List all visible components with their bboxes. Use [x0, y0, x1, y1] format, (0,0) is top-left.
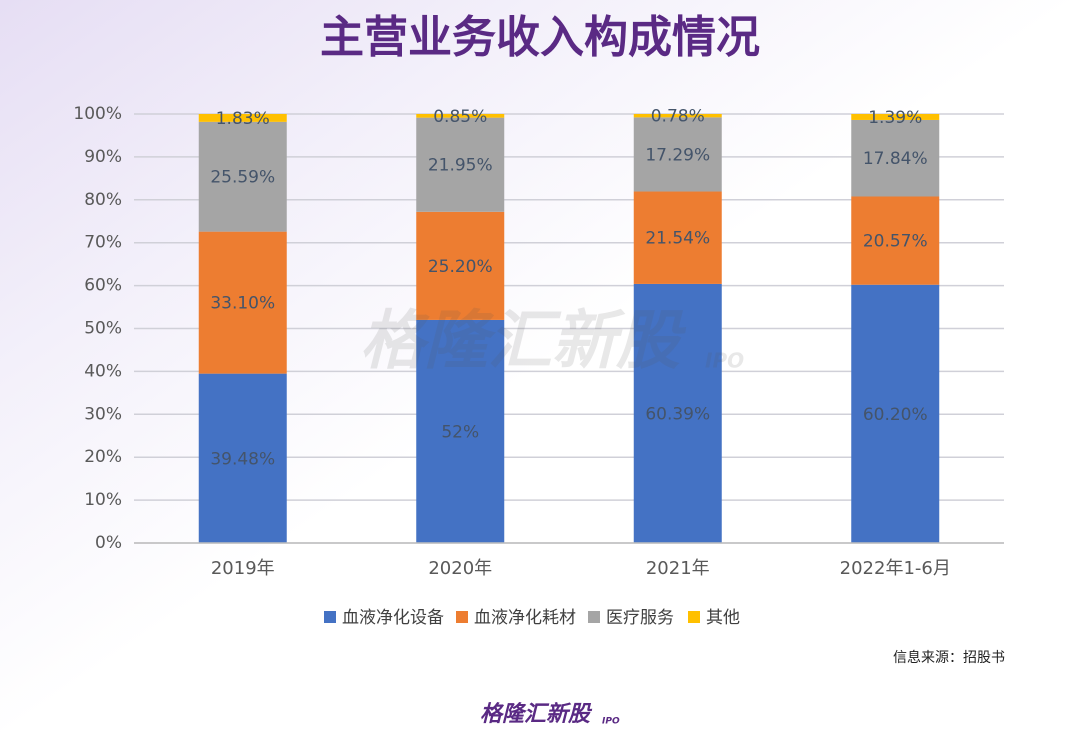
bar-segment [633, 114, 722, 118]
data-label: 60.39% [645, 404, 710, 424]
y-tick-label: 50% [84, 319, 122, 339]
bar-segment [633, 283, 722, 543]
bar-segment [198, 114, 287, 122]
y-tick-label: 20% [84, 447, 122, 467]
logo: 格隆汇新股 [480, 701, 593, 727]
data-label: 0.85% [433, 107, 487, 127]
y-tick-label: 40% [84, 361, 122, 381]
legend-swatch [324, 611, 336, 623]
bar-segment [198, 373, 287, 543]
watermark: 格隆汇新股 IPO [360, 305, 744, 379]
x-tick-label: 2019年 [211, 558, 275, 579]
y-tick-label: 60% [84, 276, 122, 296]
legend-label: 其他 [706, 608, 740, 628]
y-tick-label: 80% [84, 190, 122, 210]
data-label: 20.57% [863, 232, 928, 252]
data-label: 0.78% [651, 107, 705, 127]
data-label: 39.48% [210, 449, 275, 469]
y-tick-label: 0% [95, 533, 122, 553]
watermark-text: 格隆汇新股 [360, 305, 687, 379]
y-tick-label: 10% [84, 490, 122, 510]
source: 信息来源：招股书 [893, 649, 1005, 666]
x-tick-label: 2022年1-6月 [840, 558, 951, 579]
y-tick-label: 70% [84, 233, 122, 253]
logo-sub: IPO [602, 717, 620, 727]
legend-label: 医疗服务 [606, 608, 674, 628]
bar-segment [633, 191, 722, 284]
bar-segment [198, 231, 287, 374]
y-tick-label: 30% [84, 404, 122, 424]
legend-swatch [456, 611, 468, 623]
x-tick-label: 2020年 [428, 558, 492, 579]
legend-label: 血液净化设备 [342, 608, 444, 628]
data-label: 1.39% [868, 108, 922, 128]
data-label: 21.95% [428, 156, 493, 176]
chart-title: 主营业务收入构成情况 [320, 12, 760, 63]
legend-swatch [688, 611, 700, 623]
bar-segment [851, 196, 940, 285]
data-label: 25.59% [210, 168, 275, 188]
y-tick-label: 90% [84, 147, 122, 167]
x-tick-label: 2021年 [646, 558, 710, 579]
legend-label: 血液净化耗材 [474, 608, 576, 628]
legend-swatch [588, 611, 600, 623]
y-tick-label: 100% [73, 104, 122, 124]
data-label: 52% [441, 422, 479, 442]
data-label: 25.20% [428, 257, 493, 277]
bar-segment [851, 114, 940, 120]
data-label: 60.20% [863, 405, 928, 425]
bar-segment [851, 284, 940, 543]
data-label: 33.10% [210, 294, 275, 314]
data-label: 1.83% [216, 109, 270, 129]
data-label: 17.29% [645, 145, 710, 165]
bar-segment [633, 117, 722, 192]
watermark-sub: IPO [705, 349, 744, 373]
data-label: 17.84% [863, 149, 928, 169]
bar-segment [416, 319, 505, 543]
bar-segment [198, 121, 287, 232]
bar-segment [416, 117, 505, 212]
data-label: 21.54% [645, 229, 710, 249]
bar-segment [416, 114, 505, 118]
bar-segment [851, 119, 940, 197]
bar-segment [416, 211, 505, 320]
